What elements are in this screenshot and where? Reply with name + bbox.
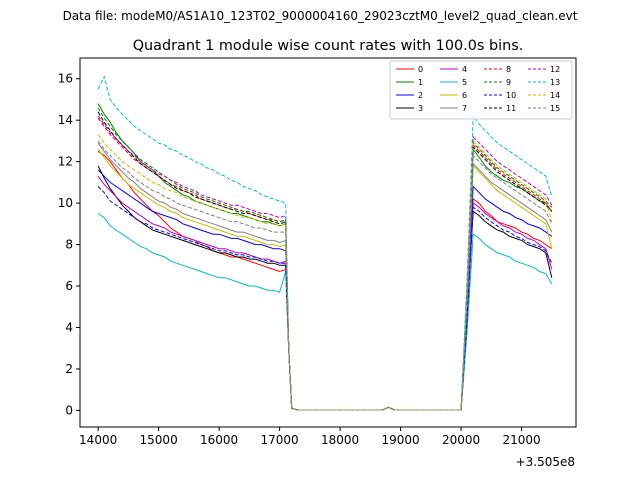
x-tick-label-1: 15000: [140, 433, 178, 447]
x-tick-label-5: 19000: [381, 433, 419, 447]
legend-label-5: 5: [462, 78, 467, 87]
y-tick-label-4: 8: [65, 238, 73, 252]
legend-label-12: 12: [550, 65, 560, 74]
figure-suptitle: Data file: modeM0/AS1A10_123T02_90000041…: [63, 9, 578, 23]
x-tick-label-0: 14000: [79, 433, 117, 447]
x-tick-label-4: 18000: [321, 433, 359, 447]
legend-label-3: 3: [418, 104, 423, 113]
y-tick-label-5: 10: [58, 196, 73, 210]
axes-frame: [79, 57, 577, 428]
chart-title: Quadrant 1 module wise count rates with …: [133, 38, 524, 54]
legend-box: [389, 60, 573, 120]
legend-label-7: 7: [462, 104, 467, 113]
legend-label-6: 6: [462, 91, 467, 100]
series-line-14: [97, 134, 553, 411]
x-axis: 14000 15000 16000 17000 18000 19000 20000 21000: [79, 427, 541, 447]
x-tick-label-6: 20000: [442, 433, 480, 447]
legend-label-13: 13: [550, 78, 560, 87]
x-tick-label-3: 17000: [261, 433, 299, 447]
legend-label-1: 1: [418, 78, 423, 87]
legend-label-10: 10: [506, 91, 516, 100]
legend-label-9: 9: [506, 78, 511, 87]
legend-label-0: 0: [418, 65, 423, 74]
legend-label-2: 2: [418, 91, 423, 100]
x-tick-label-2: 16000: [200, 433, 238, 447]
legend-label-15: 15: [550, 104, 560, 113]
y-tick-label-8: 16: [58, 72, 73, 86]
legend-label-4: 4: [462, 65, 467, 74]
y-tick-label-2: 4: [65, 320, 73, 334]
y-tick-label-7: 14: [58, 113, 73, 127]
y-tick-label-0: 0: [65, 403, 73, 417]
x-tick-label-7: 21000: [502, 433, 540, 447]
y-tick-label-6: 12: [58, 155, 73, 169]
legend-label-11: 11: [506, 104, 516, 113]
y-tick-label-1: 2: [65, 362, 73, 376]
legend-label-14: 14: [550, 91, 560, 100]
legend-label-8: 8: [506, 65, 511, 74]
series-layer: [97, 75, 553, 411]
series-line-15: [97, 140, 553, 411]
y-axis: 0 2 4 6 8 10 12 14 16: [58, 72, 80, 417]
y-tick-label-3: 6: [65, 279, 73, 293]
x-offset-label: +3.505e8: [516, 455, 575, 469]
